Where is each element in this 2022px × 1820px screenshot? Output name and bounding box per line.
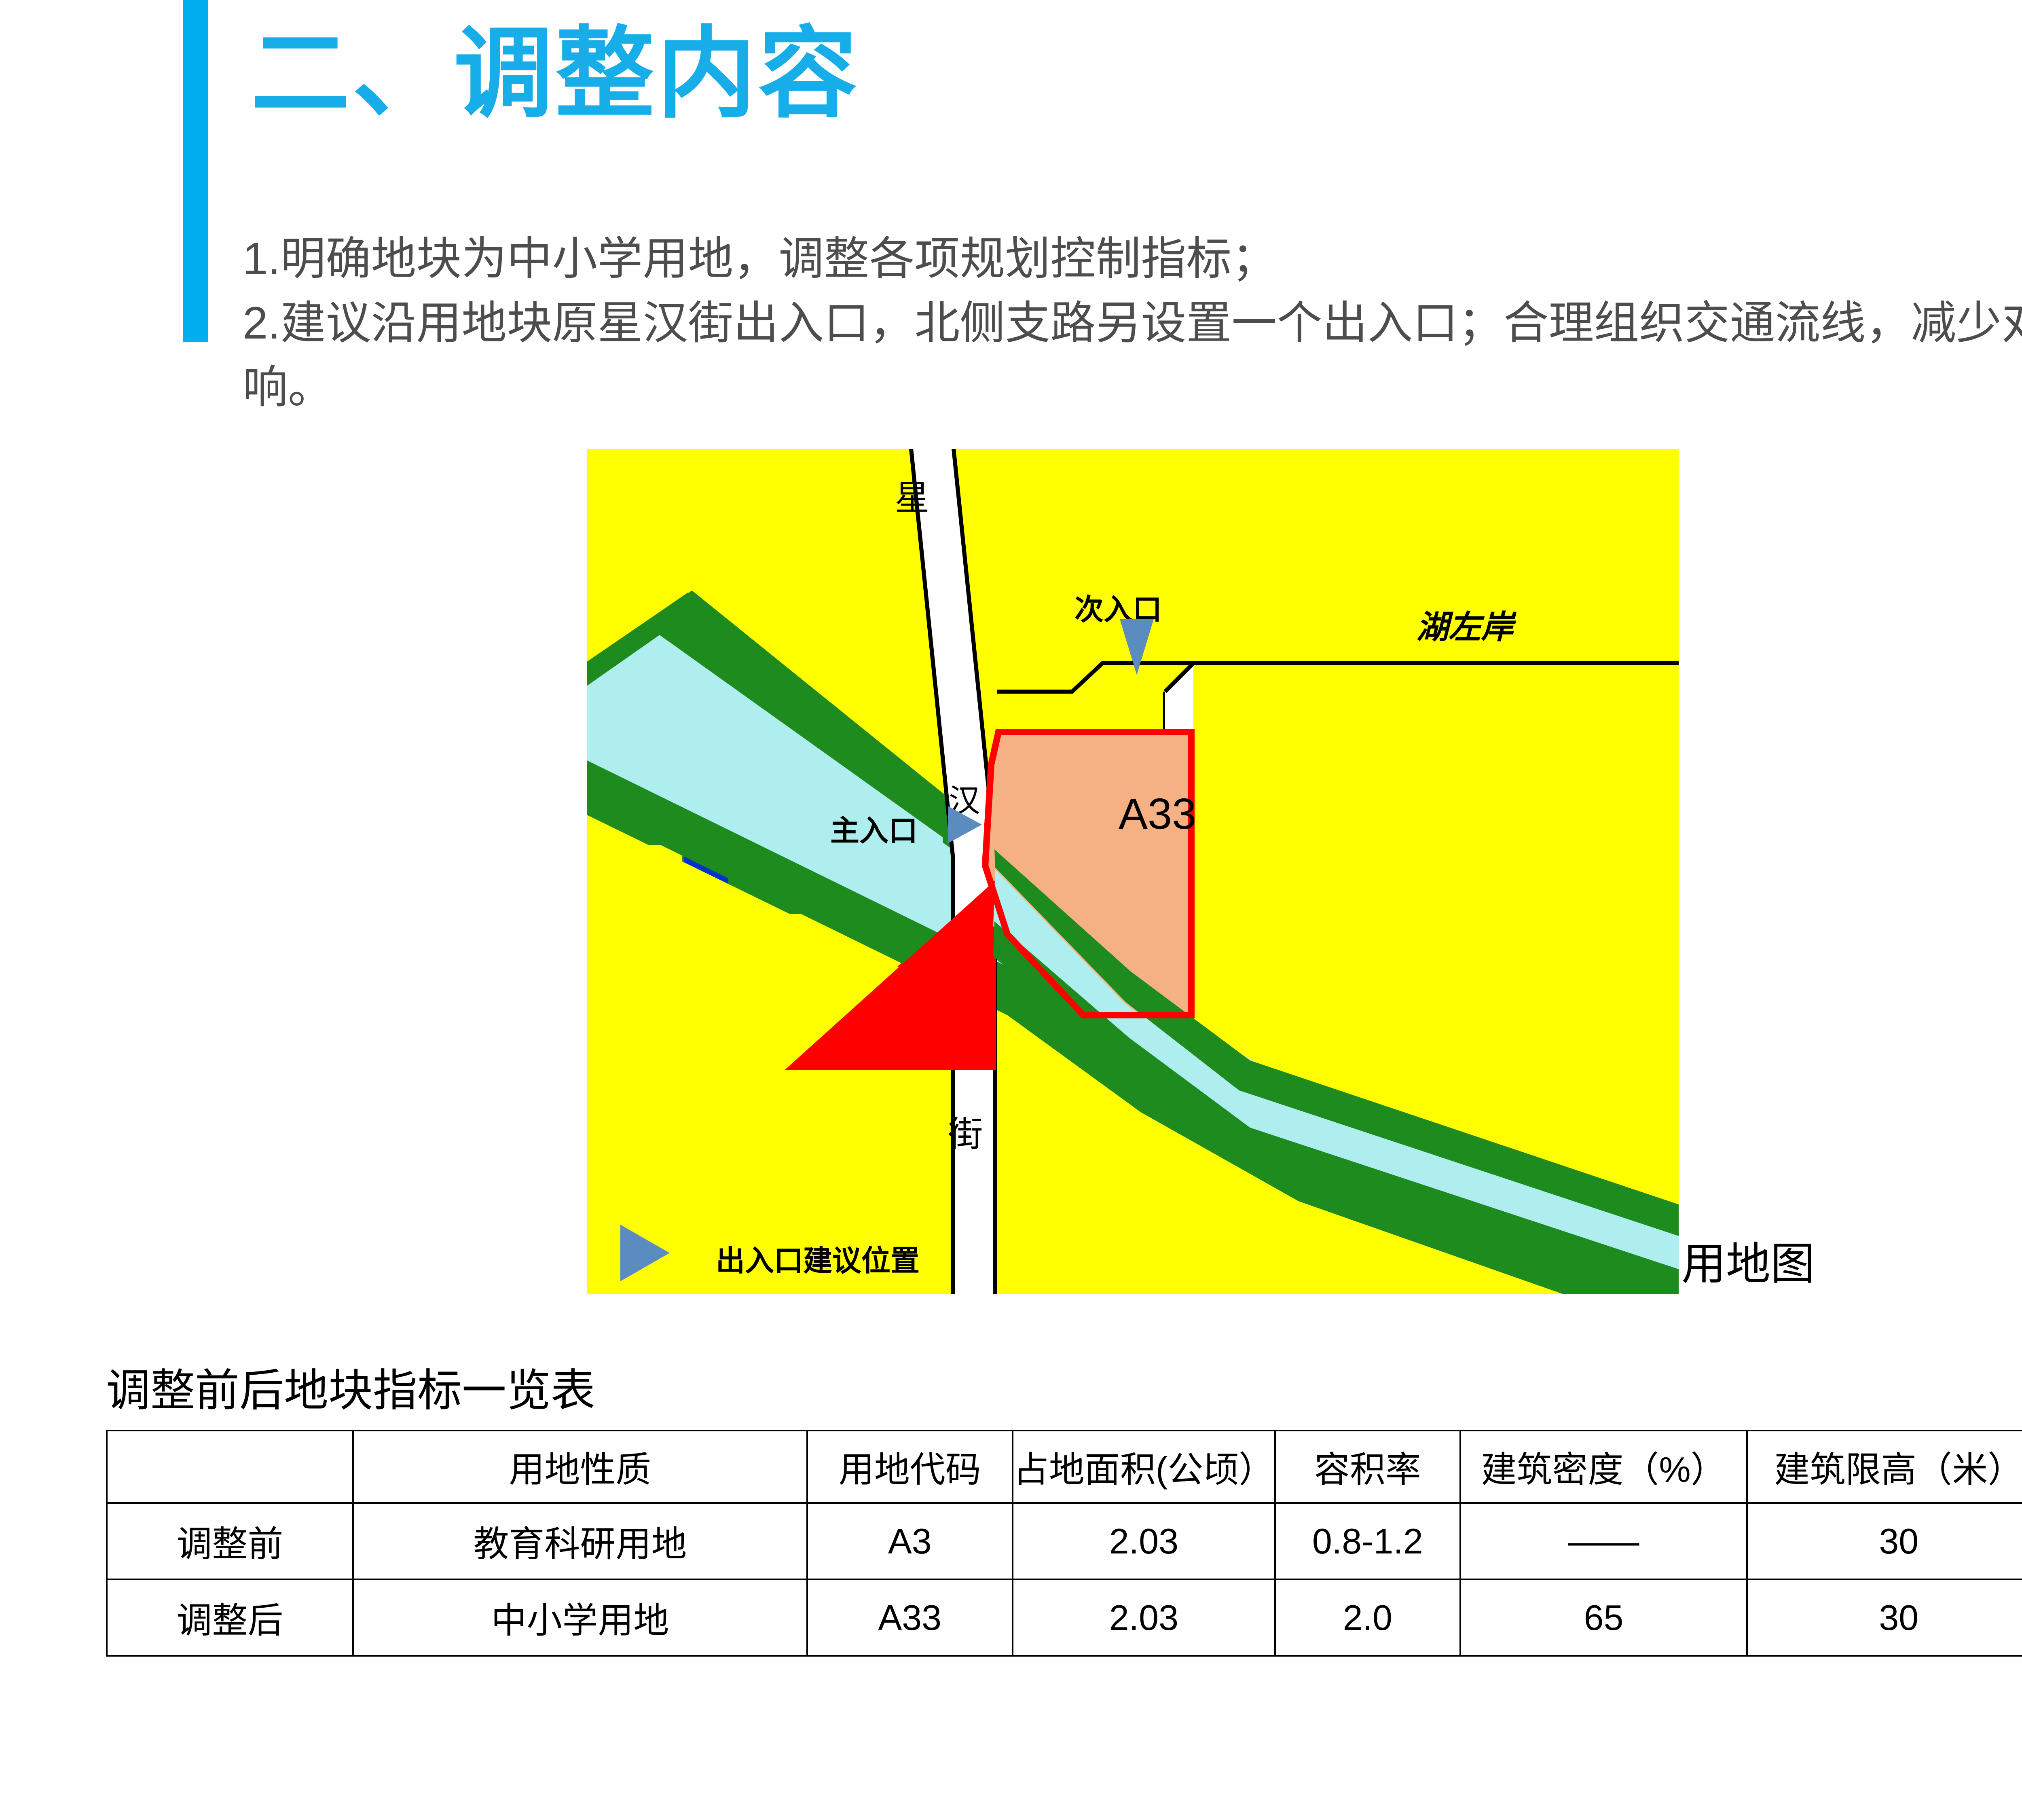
table-cell: A3 <box>806 1502 1013 1580</box>
table-cell: 中小学用地 <box>352 1579 808 1657</box>
table-header-cell: 容积率 <box>1274 1430 1461 1504</box>
table-cell: 65 <box>1459 1579 1748 1657</box>
indicator-table: 用地性质 用地代码 占地面积(公顷） 容积率 建筑密度（%） 建筑限高（米） 绿… <box>106 1430 2022 1657</box>
title-accent-bar <box>183 0 208 342</box>
table-header-row: 用地性质 用地代码 占地面积(公顷） 容积率 建筑密度（%） 建筑限高（米） 绿… <box>106 1430 2022 1504</box>
map-caption: 用地图 <box>1681 1239 1815 1289</box>
table-header-cell <box>106 1430 354 1504</box>
secondary-entrance-marker-icon <box>1120 619 1154 675</box>
row-label: 调整后 <box>106 1579 354 1657</box>
table-cell: 2.0 <box>1274 1579 1461 1657</box>
table-header-cell: 用地性质 <box>352 1430 808 1504</box>
row-label: 调整前 <box>106 1502 354 1580</box>
table-cell: 30 <box>1746 1579 2022 1657</box>
page-title: 二、调整内容 <box>251 18 860 129</box>
body-paragraph: 1.明确地块为中小学用地，调整各项规划控制指标； 2.建议沿用地块原星汉街出入口… <box>243 233 2022 413</box>
legend-label: 出入口建议位置 <box>716 1245 920 1277</box>
table-header-cell: 建筑限高（米） <box>1746 1430 2022 1504</box>
map-label-street-jie: 街 <box>943 1115 981 1150</box>
table-cell: —— <box>1459 1502 1748 1580</box>
table-row: 调整后 中小学用地 A33 2.03 2.0 65 30 10 <box>106 1579 2022 1657</box>
table-cell: 教育科研用地 <box>352 1502 808 1580</box>
table-row: 调整前 教育科研用地 A3 2.03 0.8-1.2 —— 30 30-40 <box>106 1502 2022 1580</box>
map-label-lake-left-bank: 湖左岸 <box>1416 609 1513 645</box>
land-use-map <box>587 449 1679 1294</box>
table-header-cell: 用地代码 <box>806 1430 1013 1504</box>
map-label-parcel-code: A33 <box>1119 789 1197 838</box>
table-header-cell: 占地面积(公顷） <box>1011 1430 1276 1504</box>
legend-triangle-right-icon <box>620 1225 670 1281</box>
table-cell: 30 <box>1746 1502 2022 1580</box>
map-label-main-entrance: 主入口 <box>830 815 918 847</box>
table-cell: 2.03 <box>1011 1502 1276 1580</box>
table-header-cell: 建筑密度（%） <box>1459 1430 1748 1504</box>
map-overlay <box>587 449 1679 1294</box>
table-cell: 0.8-1.2 <box>1274 1502 1461 1580</box>
table-cell: A33 <box>806 1579 1013 1657</box>
table-title: 调整前后地块指标一览表 <box>106 1366 595 1416</box>
main-entrance-marker-icon <box>948 806 982 843</box>
map-label-street-xing: 星 <box>889 479 928 514</box>
table-cell: 2.03 <box>1011 1579 1276 1657</box>
